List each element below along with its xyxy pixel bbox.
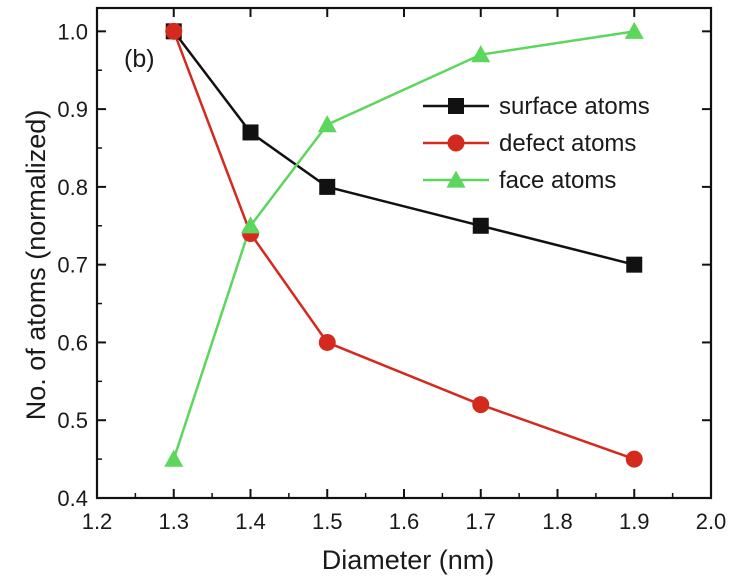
defect-atoms-point bbox=[318, 333, 336, 351]
x-tick-label: 2.0 bbox=[696, 509, 727, 534]
defect-atoms-point bbox=[165, 22, 183, 40]
legend-marker-surface-atoms bbox=[448, 98, 464, 114]
x-tick-label: 1.8 bbox=[542, 509, 573, 534]
x-tick-label: 1.4 bbox=[235, 509, 266, 534]
y-tick-label: 0.7 bbox=[57, 253, 88, 278]
y-tick-label: 0.9 bbox=[57, 97, 88, 122]
legend-marker-face-atoms bbox=[446, 170, 466, 188]
y-tick-label: 0.8 bbox=[57, 175, 88, 200]
plot-frame bbox=[95, 6, 713, 500]
y-tick-label: 1.0 bbox=[57, 19, 88, 44]
y-tick-label: 0.4 bbox=[57, 486, 88, 511]
surface-atoms-point bbox=[472, 217, 489, 234]
y-axis-title: No. of atoms (normalized) bbox=[21, 110, 51, 421]
axes: 1.2 1.3 1.4 1.5 1.6 1.7 1.8 1.9 2.0 0.4 0.5 0.6 0.7 0… bbox=[57, 6, 727, 534]
x-tick-label: 1.9 bbox=[619, 509, 650, 534]
x-tick-label: 1.6 bbox=[389, 509, 420, 534]
y-tick-label: 0.6 bbox=[57, 330, 88, 355]
x-tick-label: 1.3 bbox=[158, 509, 189, 534]
surface-atoms-point bbox=[319, 178, 336, 195]
face-atoms-point bbox=[241, 216, 260, 234]
face-atoms-point bbox=[317, 115, 337, 133]
face-atoms-point bbox=[471, 45, 491, 63]
face-atoms-point bbox=[164, 449, 184, 467]
x-tick-label: 1.7 bbox=[465, 509, 496, 534]
face-atoms-point bbox=[624, 21, 644, 39]
panel-label: (b) bbox=[124, 45, 155, 73]
x-axis-title: Diameter (nm) bbox=[322, 545, 495, 575]
defect-atoms-point bbox=[625, 450, 643, 468]
y-tick-label: 0.5 bbox=[57, 408, 88, 433]
legend-label-surface-atoms: surface atoms bbox=[499, 93, 650, 120]
plot-area bbox=[164, 21, 644, 468]
x-tick-label: 1.2 bbox=[82, 509, 113, 534]
legend-marker-defect-atoms bbox=[447, 134, 465, 152]
defect-atoms-point bbox=[472, 396, 490, 414]
x-tick-label: 1.5 bbox=[312, 509, 343, 534]
legend-label-defect-atoms: defect atoms bbox=[499, 130, 636, 157]
legend-label-face-atoms: face atoms bbox=[499, 167, 616, 194]
surface-atoms-point bbox=[242, 124, 259, 141]
legend: surface atoms defect atoms face atoms bbox=[423, 93, 650, 194]
surface-atoms-point bbox=[626, 256, 643, 273]
